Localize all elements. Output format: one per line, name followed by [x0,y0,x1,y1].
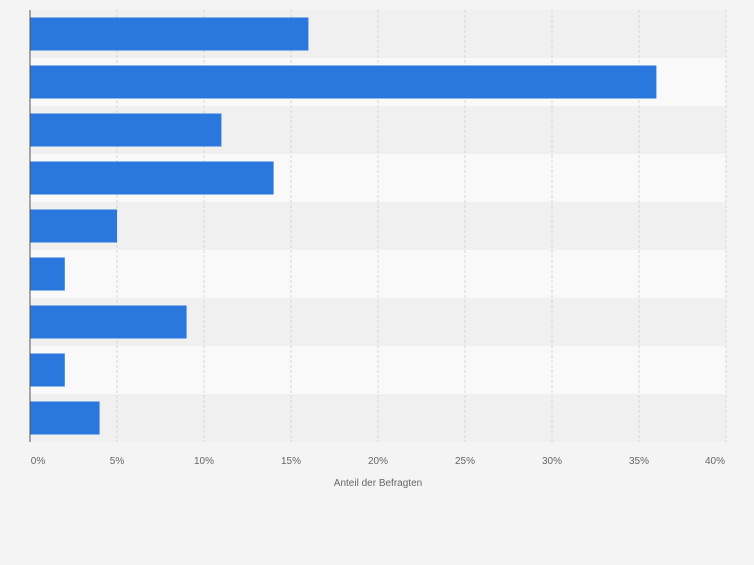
x-tick-label: 15% [281,456,301,467]
bar [30,210,117,243]
bar [30,258,65,291]
x-axis-label: Anteil der Befragten [334,478,422,489]
bar [30,354,65,387]
x-tick-label: 25% [455,456,475,467]
x-tick-label: 5% [110,456,125,467]
bar [30,402,100,435]
bar [30,66,656,99]
bar [30,114,221,147]
x-tick-label: 35% [629,456,649,467]
x-tick-label: 30% [542,456,562,467]
x-tick-label: 0% [31,456,46,467]
x-tick-label: 40% [705,456,725,467]
x-axis-ticks: 0% 5% 10% 15% 20% 25% 30% 35% 40% [31,456,725,467]
bar [30,306,187,339]
bar [30,162,274,195]
bar [30,18,308,51]
x-tick-label: 10% [194,456,214,467]
x-tick-label: 20% [368,456,388,467]
